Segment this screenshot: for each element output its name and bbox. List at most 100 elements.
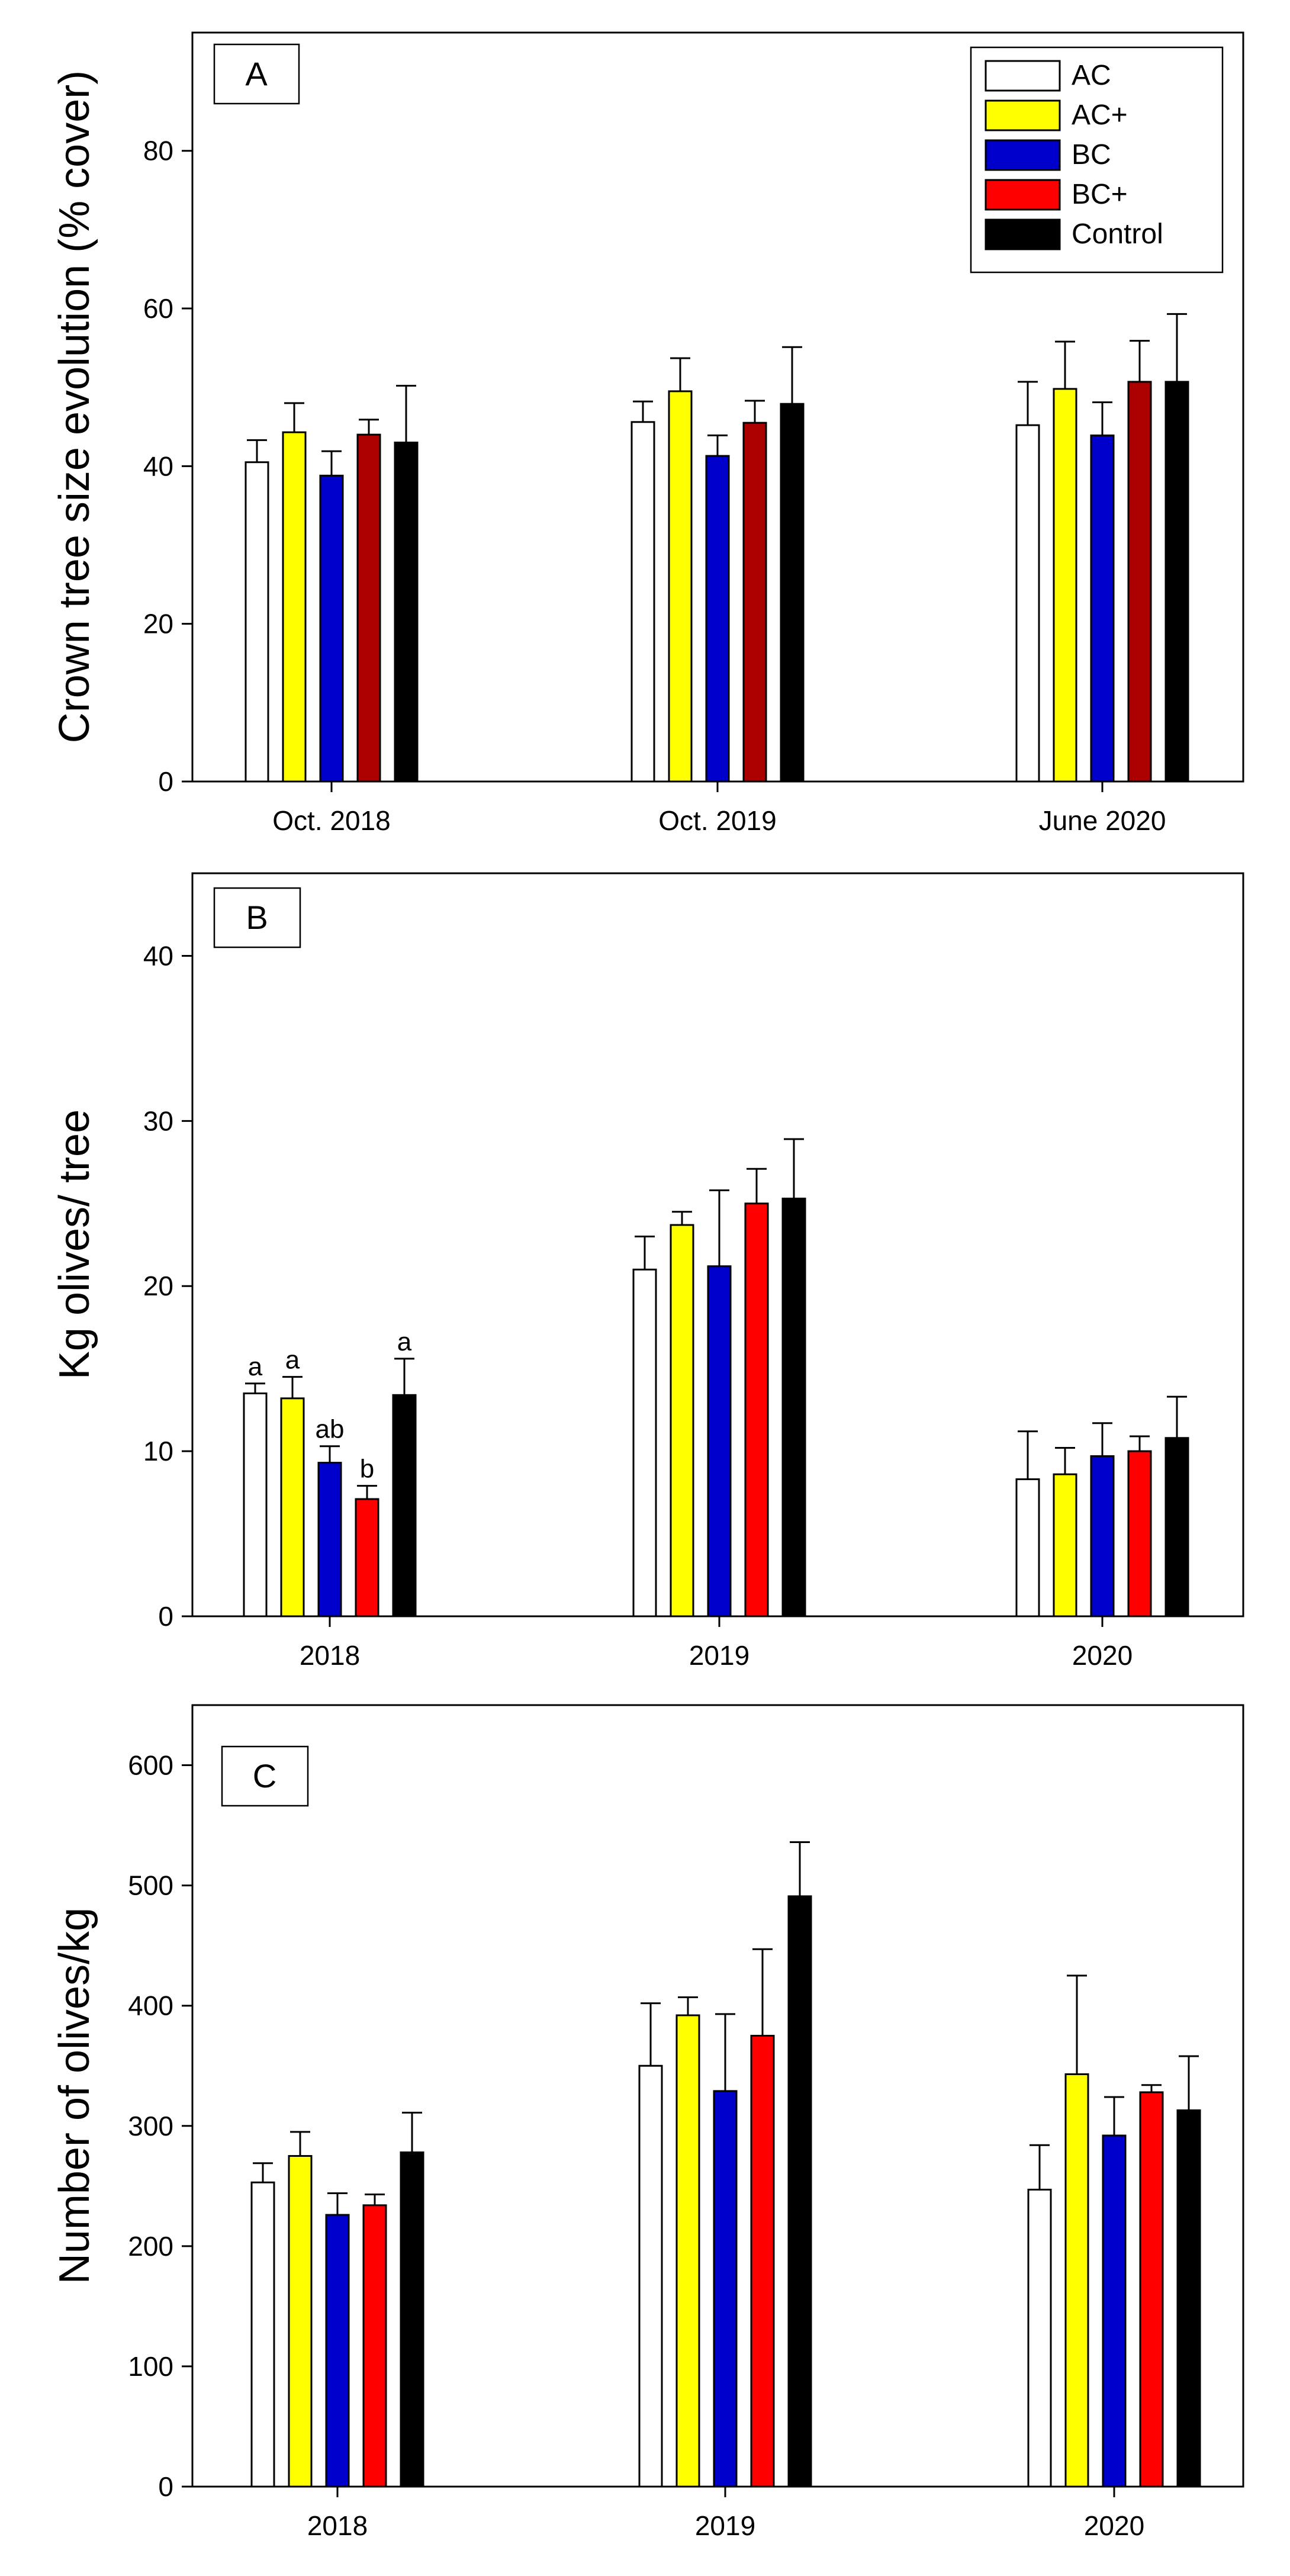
bar-control xyxy=(1164,1437,1189,1617)
panel-c-y-axis-title: Number of olives/kg xyxy=(51,1908,98,2284)
bar-bc-plus xyxy=(742,422,767,783)
significance-letter: a xyxy=(285,1346,300,1375)
bar-ac xyxy=(1015,424,1040,783)
bar-bc xyxy=(1102,2134,1127,2488)
legend-swatch-bc-plus xyxy=(985,179,1061,211)
y-tick-label: 500 xyxy=(128,1870,173,1901)
x-tick-label: 2020 xyxy=(1084,2510,1144,2541)
significance-letter: a xyxy=(397,1327,412,1356)
bar-ac-plus xyxy=(675,2014,700,2488)
bar-bc xyxy=(319,474,344,783)
legend-label: AC xyxy=(1072,60,1111,91)
bar-ac xyxy=(243,1392,268,1617)
legend-swatch-ac xyxy=(985,60,1061,92)
x-tick-label: Oct. 2019 xyxy=(658,805,776,836)
y-tick-label: 200 xyxy=(128,2231,173,2262)
panel-c-bars xyxy=(250,1841,1201,2488)
bar-bc-plus xyxy=(750,2034,775,2488)
panel-b-tag-box xyxy=(213,887,301,948)
panel-a-y-axis-title: Crown tree size evolution (% cover) xyxy=(51,70,98,743)
panel-b-y-axis-title: Kg olives/ tree xyxy=(51,1109,98,1379)
y-tick-label: 100 xyxy=(128,2351,173,2382)
bar-control xyxy=(394,441,419,783)
panel-c-x-axis: 2018 2019 2020 xyxy=(307,2487,1144,2541)
bar-ac-plus xyxy=(282,431,307,783)
bar-ac xyxy=(638,2064,663,2488)
bar-ac-plus xyxy=(280,1397,305,1617)
bar-bc xyxy=(325,2214,350,2488)
x-tick-label: June 2020 xyxy=(1039,805,1166,836)
panel-b-y-axis: 0 10 20 30 40 xyxy=(143,940,192,1632)
bar-bc-plus xyxy=(356,433,381,783)
bar-control xyxy=(781,1197,806,1617)
y-tick-label: 600 xyxy=(128,1750,173,1781)
legend-swatch-bc xyxy=(985,139,1061,171)
legend-swatch-ac-plus xyxy=(985,99,1061,131)
bar-bc xyxy=(1090,434,1115,783)
bar-ac-plus xyxy=(670,1224,694,1617)
panel-a-x-axis: Oct. 2018 Oct. 2019 June 2020 xyxy=(272,782,1166,836)
y-tick-label: 80 xyxy=(143,136,173,166)
y-tick-label: 40 xyxy=(143,940,173,971)
bar-ac-plus xyxy=(288,2155,313,2488)
bar-bc xyxy=(707,1265,732,1617)
x-tick-label: 2020 xyxy=(1072,1640,1133,1671)
bar-bc xyxy=(1090,1455,1115,1617)
x-tick-label: 2019 xyxy=(695,2510,755,2541)
significance-letter: a xyxy=(248,1352,263,1381)
x-tick-label: 2018 xyxy=(300,1640,360,1671)
y-tick-label: 0 xyxy=(158,2471,173,2502)
bar-control xyxy=(1164,381,1189,783)
legend-label: BC xyxy=(1072,139,1111,171)
panel-c-tag-box xyxy=(221,1745,309,1807)
panel-a-bars xyxy=(245,313,1189,783)
bar-bc-plus xyxy=(744,1202,769,1617)
bar-control xyxy=(787,1895,812,2488)
panel-a-tag: A xyxy=(213,43,300,105)
bar-ac xyxy=(630,421,655,783)
y-tick-label: 40 xyxy=(143,451,173,481)
y-tick-label: 60 xyxy=(143,293,173,324)
bar-control xyxy=(1176,2109,1201,2488)
bar-bc-plus xyxy=(1127,381,1152,783)
bar-bc xyxy=(705,455,730,783)
y-tick-label: 20 xyxy=(143,609,173,639)
panel-c-tag-label: C xyxy=(253,1757,276,1794)
bar-bc xyxy=(713,2090,738,2488)
bar-bc xyxy=(317,1462,342,1617)
panel-a-tag-box xyxy=(213,43,300,105)
y-tick-label: 400 xyxy=(128,1990,173,2021)
bar-ac-plus xyxy=(668,390,693,783)
y-tick-label: 0 xyxy=(158,1601,173,1632)
panel-c-y-axis: 0 100 200 300 400 500 600 xyxy=(128,1750,192,2502)
bar-bc-plus xyxy=(362,2204,387,2488)
significance-letter: ab xyxy=(316,1415,345,1444)
panel-c-tag: C xyxy=(221,1745,309,1807)
bar-control xyxy=(400,2151,424,2488)
y-tick-label: 30 xyxy=(143,1105,173,1136)
panel-b-tag-label: B xyxy=(246,899,268,936)
bar-ac-plus xyxy=(1053,1473,1077,1617)
significance-letter: b xyxy=(360,1455,374,1484)
legend-label: Control xyxy=(1072,218,1163,250)
panel-c: 0 100 200 300 400 500 600 2018 2019 2020 C Numbe… xyxy=(51,1704,1244,2541)
y-tick-label: 300 xyxy=(128,2111,173,2141)
x-tick-label: 2018 xyxy=(307,2510,368,2541)
bar-control xyxy=(780,403,805,783)
y-tick-label: 0 xyxy=(158,766,173,797)
bar-ac xyxy=(245,461,269,783)
panel-b-x-axis: 2018 2019 2020 xyxy=(300,1616,1133,1671)
x-tick-label: 2019 xyxy=(689,1640,749,1671)
legend-label: BC+ xyxy=(1072,179,1128,210)
bar-ac-plus xyxy=(1053,388,1077,783)
legend-swatch-control xyxy=(985,218,1061,250)
panel-a-tag-label: A xyxy=(245,55,268,92)
y-tick-label: 20 xyxy=(143,1271,173,1301)
panel-a-y-axis: 0 20 40 60 80 xyxy=(143,136,192,797)
bar-ac xyxy=(632,1268,657,1617)
bar-ac xyxy=(1027,2188,1052,2488)
